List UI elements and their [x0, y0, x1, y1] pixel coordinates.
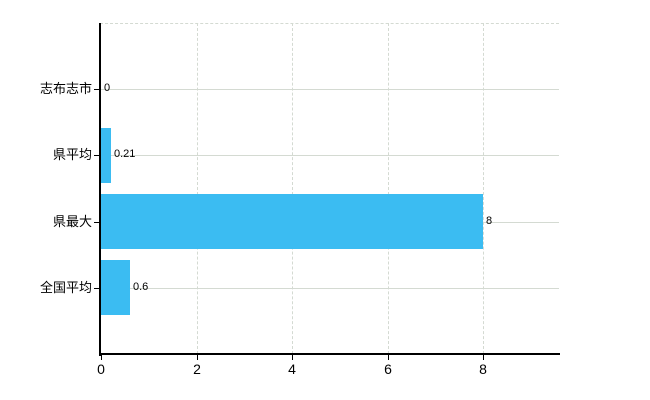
x-tick-label: 0 — [97, 361, 105, 377]
h-gridline — [100, 155, 559, 156]
v-gridline — [292, 23, 293, 354]
x-axis-tick — [388, 355, 389, 360]
y-axis-tick — [94, 89, 100, 90]
category-label: 全国平均 — [39, 280, 92, 295]
h-gridline — [100, 89, 559, 90]
category-label: 県平均 — [52, 147, 92, 162]
value-label: 0 — [104, 82, 111, 94]
y-axis-tick — [94, 155, 100, 156]
h-gridline — [100, 288, 559, 289]
value-label: 0.6 — [133, 281, 149, 293]
y-axis-tick — [94, 288, 100, 289]
y-axis-tick — [94, 222, 100, 223]
bar — [101, 260, 130, 315]
x-axis-tick — [197, 355, 198, 360]
x-tick-label: 4 — [288, 361, 296, 377]
x-axis-tick — [292, 355, 293, 360]
bar — [101, 128, 111, 183]
x-tick-label: 8 — [479, 361, 487, 377]
x-tick-label: 2 — [193, 361, 201, 377]
x-axis-tick — [483, 355, 484, 360]
category-label: 県最大 — [52, 214, 92, 229]
v-gridline — [483, 23, 484, 354]
plot-top-border — [100, 23, 559, 24]
y-axis-line — [99, 23, 101, 356]
x-axis-tick — [101, 355, 102, 360]
category-label: 志布志市 — [39, 81, 92, 96]
bar — [101, 194, 483, 249]
x-axis-line — [99, 353, 560, 355]
x-tick-label: 6 — [384, 361, 392, 377]
value-label: 0.21 — [114, 148, 136, 160]
value-label: 8 — [486, 215, 493, 227]
v-gridline — [388, 23, 389, 354]
v-gridline — [197, 23, 198, 354]
